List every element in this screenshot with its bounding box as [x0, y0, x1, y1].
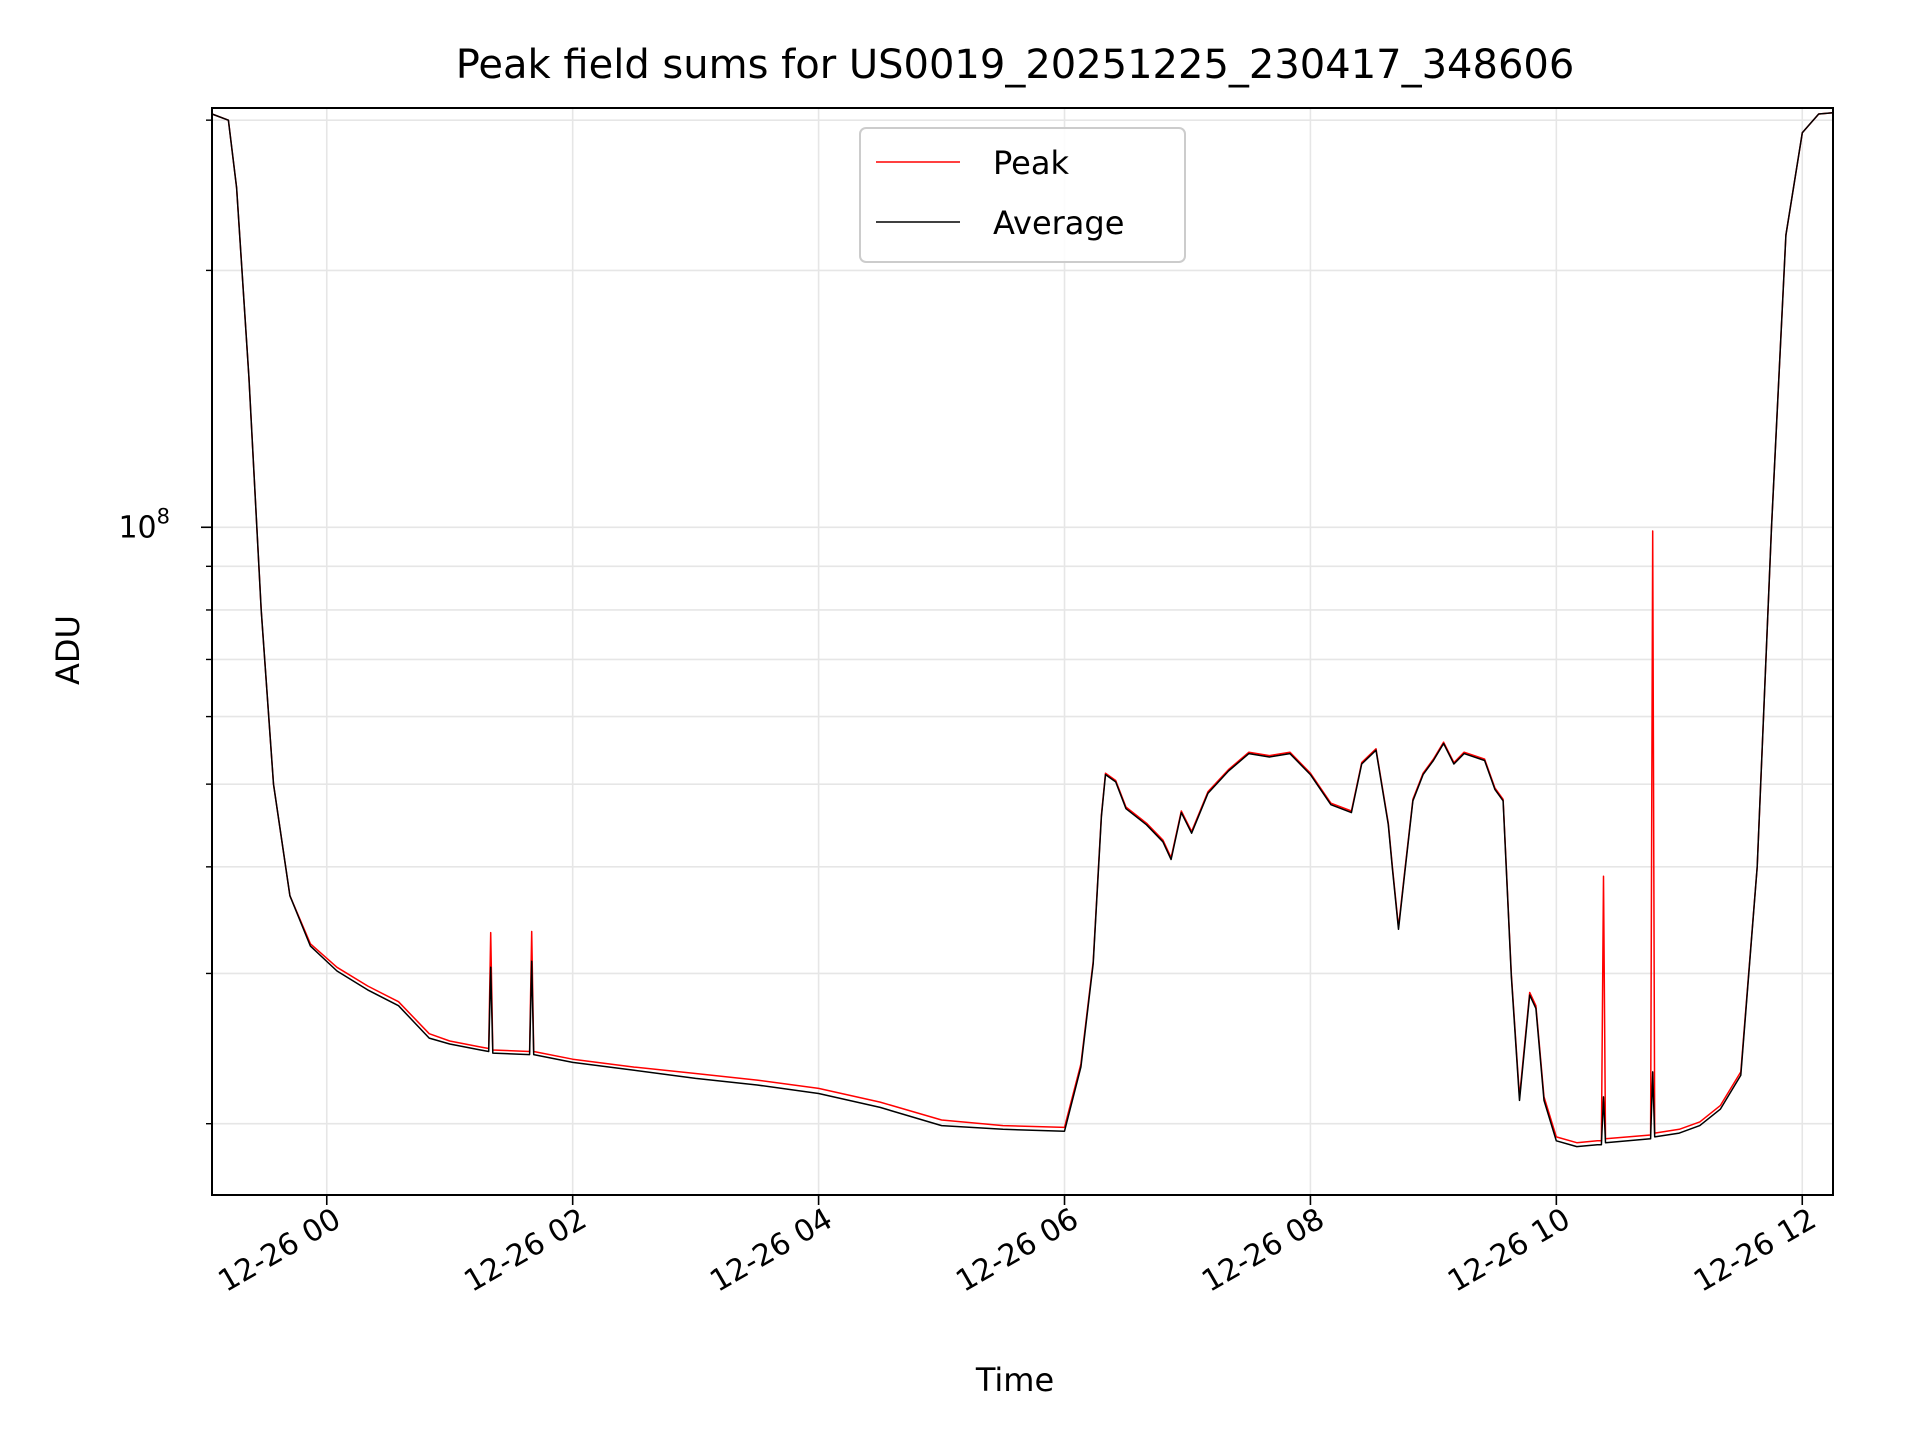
grid — [212, 108, 1833, 1195]
x-axis-label: Time — [975, 1361, 1054, 1399]
legend-label-peak: Peak — [993, 144, 1069, 182]
y-axis-label: ADU — [49, 615, 87, 685]
y-tick-label-exponent: 8 — [157, 504, 170, 528]
series-line-average — [211, 112, 1834, 1148]
plot-frame — [211, 107, 1834, 1196]
y-tick-label-base: 10 — [118, 510, 156, 545]
series-layer — [211, 112, 1834, 1148]
chart-title: Peak field sums for US0019_20251225_2304… — [456, 42, 1575, 88]
y-tick-label-major: 108 — [118, 504, 170, 545]
legend-label-average: Average — [993, 204, 1124, 242]
legend: Peak Average — [859, 127, 1186, 263]
